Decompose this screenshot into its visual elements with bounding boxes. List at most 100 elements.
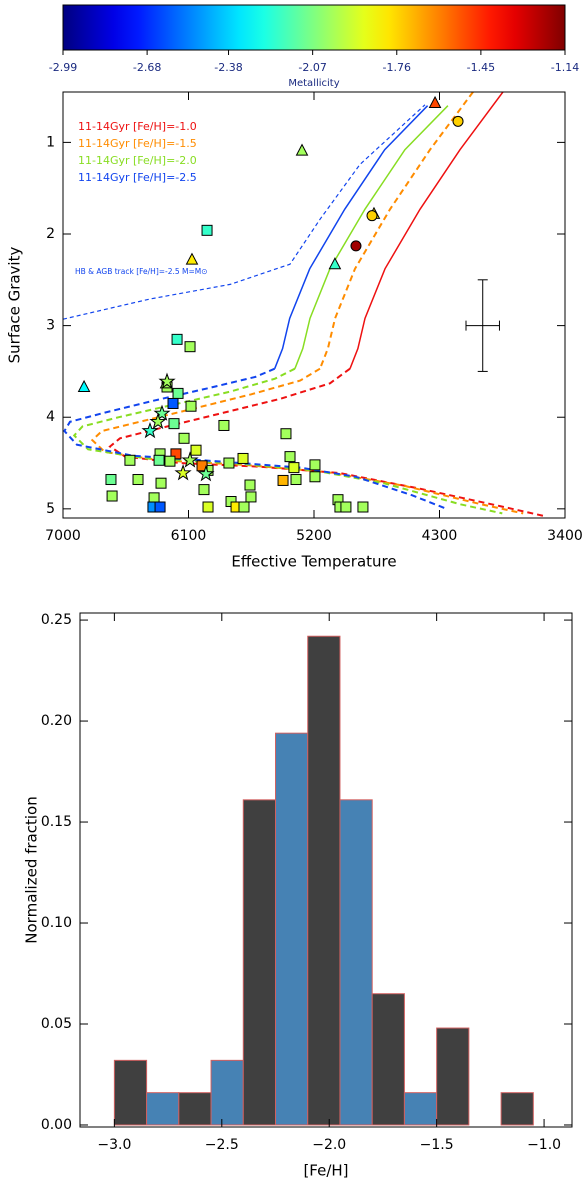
isochrone: [319, 92, 474, 370]
star-circle: [452, 115, 464, 127]
x-axis-label: [Fe/H]: [303, 1162, 348, 1180]
star-square: [155, 477, 167, 489]
x-tick-label: −2.0: [312, 1137, 346, 1153]
star-marker: [197, 464, 215, 482]
y-tick-label: 0.20: [41, 713, 72, 729]
star-square: [309, 471, 321, 483]
y-tick-label: 0.15: [41, 814, 72, 830]
y-axis-label: Surface Gravity: [6, 247, 24, 364]
y-tick-label: 1: [46, 134, 55, 150]
star-square: [170, 448, 182, 460]
histogram-bar: [500, 1092, 534, 1126]
colorbar-tick-label: -1.14: [551, 61, 579, 74]
isochrone: [349, 92, 504, 369]
star-square: [340, 501, 352, 513]
star-marker: [153, 404, 171, 421]
histogram-bar: [113, 1059, 148, 1126]
colorbar-tick-label: -1.76: [383, 61, 411, 74]
x-tick-label: −2.5: [205, 1137, 239, 1153]
star-triangle: [428, 95, 442, 108]
star-circle: [366, 210, 378, 222]
colorbar-tick-label: -2.68: [133, 61, 161, 74]
y-tick-label: 0.10: [41, 915, 72, 931]
star-marker: [149, 412, 167, 430]
star-square: [280, 428, 292, 440]
star-square: [132, 474, 144, 486]
y-axis-label: Normalized fraction: [23, 796, 41, 943]
star-triangle: [295, 143, 309, 156]
star-square: [148, 492, 160, 504]
star-square: [309, 459, 321, 471]
isochrone: [274, 105, 429, 369]
star-square: [196, 460, 208, 472]
star-square: [171, 333, 183, 345]
x-tick-label: 4300: [422, 528, 458, 544]
colorbar-tick-label: -2.38: [214, 61, 242, 74]
hb-track: [63, 104, 426, 320]
legend-entry: 11-14Gyr [Fe/H]=-2.5: [78, 171, 197, 184]
histogram-bar: [403, 1092, 438, 1126]
star-square: [201, 224, 213, 236]
star-square: [277, 474, 289, 486]
star-square: [244, 479, 256, 491]
y-tick-label: 4: [46, 409, 55, 425]
x-tick-label: −1.0: [527, 1137, 561, 1153]
y-tick-label: 0.05: [41, 1016, 72, 1032]
isochrone: [63, 367, 447, 510]
star-triangle: [77, 379, 91, 392]
y-tick-label: 0.00: [41, 1117, 72, 1133]
histogram-bar: [242, 799, 277, 1126]
star-square: [284, 451, 296, 463]
star-square: [198, 484, 210, 496]
hb-label: HB & AGB track [Fe/H]=-2.5 M=M⊙: [75, 267, 208, 276]
star-square: [202, 501, 214, 513]
x-tick-label: −1.5: [420, 1137, 454, 1153]
histogram-bar: [436, 1027, 470, 1126]
star-square: [106, 490, 118, 502]
star-square: [290, 474, 302, 486]
star-square: [237, 452, 249, 464]
star-square: [218, 419, 230, 431]
star-square: [288, 462, 300, 474]
x-tick-label: 3400: [547, 528, 583, 544]
x-tick-label: 7000: [45, 528, 81, 544]
star-square: [184, 341, 196, 353]
isochrone: [90, 367, 524, 515]
isochrone: [294, 105, 449, 369]
star-square: [245, 491, 257, 503]
star-marker: [158, 372, 176, 389]
colorbar-tick-label: -2.07: [298, 61, 326, 74]
star-square: [124, 454, 136, 466]
star-square: [178, 432, 190, 444]
star-marker: [174, 464, 192, 481]
histogram-bar: [339, 799, 373, 1126]
histogram-bar: [178, 1092, 212, 1126]
colorbar-tick-label: -2.99: [49, 61, 77, 74]
star-triangle: [185, 252, 199, 265]
colorbar-label: Metallicity: [288, 78, 339, 89]
star-square: [167, 397, 179, 409]
star-square: [223, 457, 235, 469]
y-tick-label: 3: [46, 318, 55, 334]
legend-entry: 11-14Gyr [Fe/H]=-2.0: [78, 154, 197, 167]
star-square: [238, 501, 250, 513]
histogram-bar: [275, 732, 309, 1126]
star-square: [357, 501, 369, 513]
x-tick-label: 5200: [296, 528, 332, 544]
colorbar-tick-label: -1.45: [467, 61, 495, 74]
plot-frame: [79, 612, 573, 1128]
histogram-bar: [210, 1059, 244, 1126]
histogram-bar: [146, 1092, 180, 1126]
star-square: [190, 444, 202, 456]
legend-entry: 11-14Gyr [Fe/H]=-1.0: [78, 120, 197, 133]
isochrone: [72, 367, 503, 515]
star-triangle: [328, 257, 342, 270]
star-square: [185, 400, 197, 412]
x-axis-label: Effective Temperature: [231, 553, 396, 571]
star-square: [105, 474, 117, 486]
star-square: [168, 418, 180, 430]
star-marker: [181, 451, 199, 468]
x-tick-label: 6100: [171, 528, 207, 544]
